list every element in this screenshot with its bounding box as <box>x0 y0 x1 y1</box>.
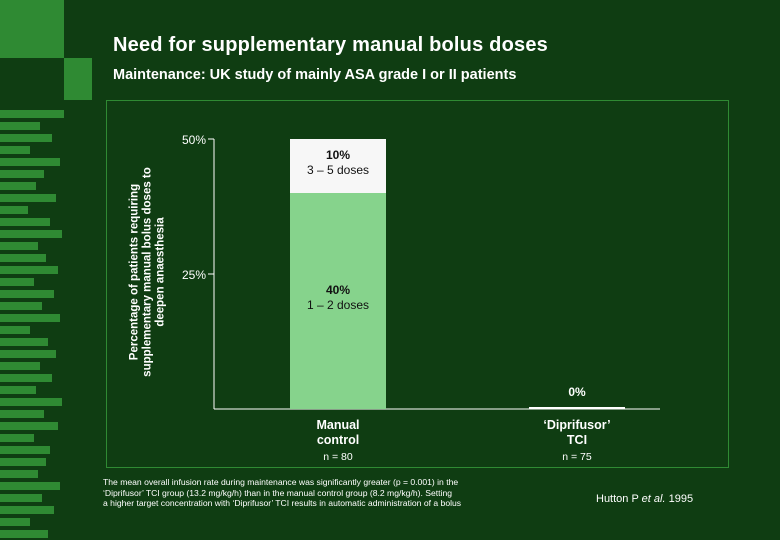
decor-stripe <box>0 266 58 274</box>
decor-stripe <box>0 122 40 130</box>
footnote-line: a higher target concentration with ‘Dipr… <box>103 498 462 509</box>
decor-stripe <box>0 518 30 526</box>
citation-author: Hutton P <box>596 493 642 505</box>
decor-stripe <box>0 470 38 478</box>
bar-segment <box>290 139 386 193</box>
y-tick-label: 50% <box>182 133 206 147</box>
decor-stripe <box>0 146 30 154</box>
decor-stripe <box>0 410 44 418</box>
citation-et-al: et al. <box>641 493 666 505</box>
chart-frame <box>106 100 729 468</box>
decor-stripe <box>0 434 34 442</box>
data-label-doses: 1 – 2 doses <box>307 298 369 312</box>
page-title: Need for supplementary manual bolus dose… <box>113 34 548 56</box>
decor-stripe <box>0 242 38 250</box>
decor-stripe <box>0 134 52 142</box>
decor-stripe <box>0 350 56 358</box>
decor-panel-mid <box>64 58 92 100</box>
sample-size-label: n = 75 <box>562 451 592 463</box>
decor-stripe <box>0 194 56 202</box>
footnote-line: The mean overall infusion rate during ma… <box>103 477 459 487</box>
decor-stripe <box>0 278 34 286</box>
decor-stripe <box>0 482 60 490</box>
decor-stripe <box>0 110 64 118</box>
decor-stripe <box>0 362 40 370</box>
decor-stripe <box>0 254 46 262</box>
decor-stripe <box>0 530 48 538</box>
decor-stripe <box>0 494 42 502</box>
data-label-doses: 3 – 5 doses <box>307 163 369 177</box>
decor-stripe <box>0 386 36 394</box>
data-label-percent: 40% <box>326 283 350 297</box>
decor-panel-top <box>0 0 64 58</box>
decor-stripe <box>0 230 62 238</box>
decor-stripe <box>0 314 60 322</box>
page-subtitle: Maintenance: UK study of mainly ASA grad… <box>113 67 517 83</box>
decor-stripe <box>0 374 52 382</box>
decor-stripe <box>0 302 42 310</box>
decor-stripe <box>0 326 30 334</box>
footnote: The mean overall infusion rate during ma… <box>103 477 543 509</box>
x-tick-label: TCI <box>567 433 587 447</box>
decor-stripe <box>0 422 58 430</box>
decor-stripe <box>0 338 48 346</box>
x-tick-label: ‘Diprifusor’ <box>543 418 610 432</box>
decor-stripe <box>0 398 62 406</box>
decor-stripe <box>0 218 50 226</box>
y-tick-label: 25% <box>182 268 206 282</box>
bar-segment <box>290 193 386 409</box>
sample-size-label: n = 80 <box>323 451 353 463</box>
decor-stripe <box>0 206 28 214</box>
decor-stripe <box>0 446 50 454</box>
data-label-percent: 0% <box>568 385 586 399</box>
citation-year: 1995 <box>665 493 694 505</box>
decor-stripe <box>0 506 54 514</box>
decor-stripe <box>0 290 54 298</box>
footnote-line: ‘Diprifusor’ TCI group (13.2 mg/kg/h) th… <box>103 487 453 498</box>
data-label-percent: 10% <box>326 148 350 162</box>
citation: Hutton P et al. 1995 <box>596 493 693 505</box>
x-tick-label: Manual <box>316 418 359 432</box>
bar-segment <box>529 407 625 409</box>
decor-stripe <box>0 182 36 190</box>
decor-stripe <box>0 458 46 466</box>
decor-stripe <box>0 158 60 166</box>
x-tick-label: control <box>317 433 359 447</box>
decor-stripe <box>0 170 44 178</box>
